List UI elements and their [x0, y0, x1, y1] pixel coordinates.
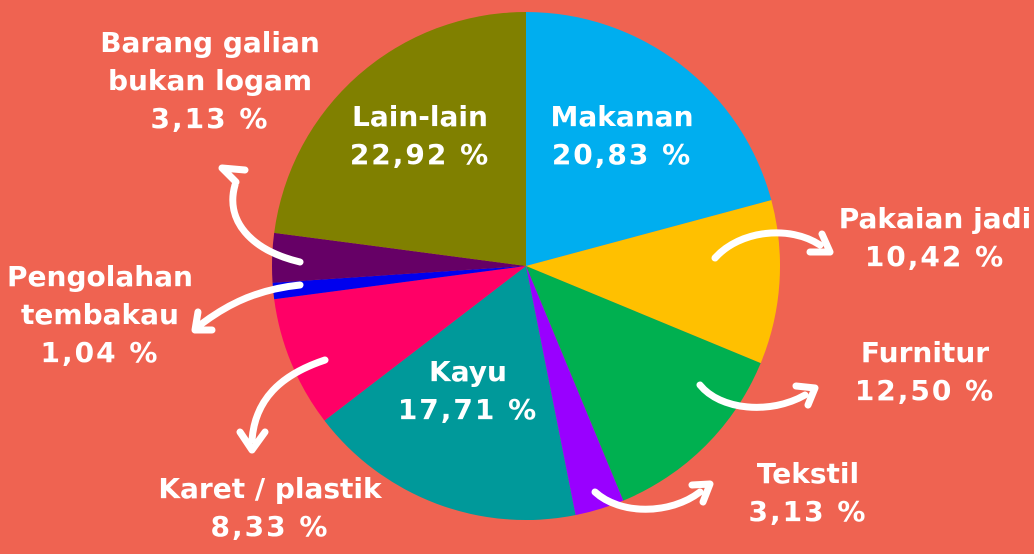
pie-slice	[526, 12, 772, 266]
arrow	[229, 181, 304, 266]
value-label: 10,42 %	[864, 240, 1006, 273]
arrows	[191, 164, 834, 513]
arrow-head	[792, 382, 819, 409]
category-name: Makanan	[550, 100, 694, 133]
value-label: 3,13 %	[748, 495, 868, 528]
pie-slice	[526, 266, 624, 516]
category-name: Pakaian jadi	[838, 202, 1032, 235]
arrow-head	[236, 428, 269, 454]
category-name: Karet / plastik	[158, 472, 382, 505]
slice-label: Pakaian jadi 10,42 %	[825, 200, 1034, 276]
category-name: Barang galian bukan logam	[100, 26, 320, 97]
value-label: 3,13 %	[150, 102, 270, 135]
slice-label: Makanan 20,83 %	[522, 98, 722, 174]
slice-label: Barang galian bukan logam 3,13 %	[85, 24, 335, 138]
value-label: 20,83 %	[551, 138, 693, 171]
pie-slice	[271, 232, 526, 283]
pie	[271, 12, 780, 520]
arrow-head	[806, 230, 834, 256]
slice-label: Furnitur 12,50 %	[825, 334, 1025, 410]
value-label: 8,33 %	[210, 510, 330, 543]
slice-label: Tekstil 3,13 %	[708, 455, 908, 531]
slice-label: Lain-lain 22,92 %	[320, 98, 520, 174]
arrow	[591, 488, 704, 513]
arrow-head	[688, 480, 714, 506]
category-name: Tekstil	[756, 457, 860, 490]
arrow-head	[218, 164, 249, 186]
category-name: Furnitur	[860, 336, 990, 369]
category-name: Kayu	[429, 355, 507, 388]
arrow	[711, 229, 824, 262]
value-label: 1,04 %	[40, 336, 160, 369]
slice-label: Pengolahan tembakau 1,04 %	[0, 258, 200, 372]
arrow-head	[191, 308, 216, 334]
category-name: Pengolahan tembakau	[7, 260, 193, 331]
slice-label: Karet / plastik 8,33 %	[140, 470, 400, 546]
pie-slice	[324, 266, 576, 520]
arrow	[196, 281, 304, 329]
pie-slice	[274, 12, 526, 266]
arrow	[248, 356, 329, 444]
pie-slice	[274, 266, 526, 421]
pie-slice	[526, 200, 780, 364]
pie-slice	[272, 266, 526, 300]
pie-slice	[526, 266, 761, 501]
value-label: 22,92 %	[349, 138, 491, 171]
value-label: 12,50 %	[854, 374, 996, 407]
slice-label: Kayu 17,71 %	[368, 353, 568, 429]
value-label: 17,71 %	[397, 393, 539, 426]
arrow	[696, 381, 809, 411]
category-name: Lain-lain	[352, 100, 488, 133]
